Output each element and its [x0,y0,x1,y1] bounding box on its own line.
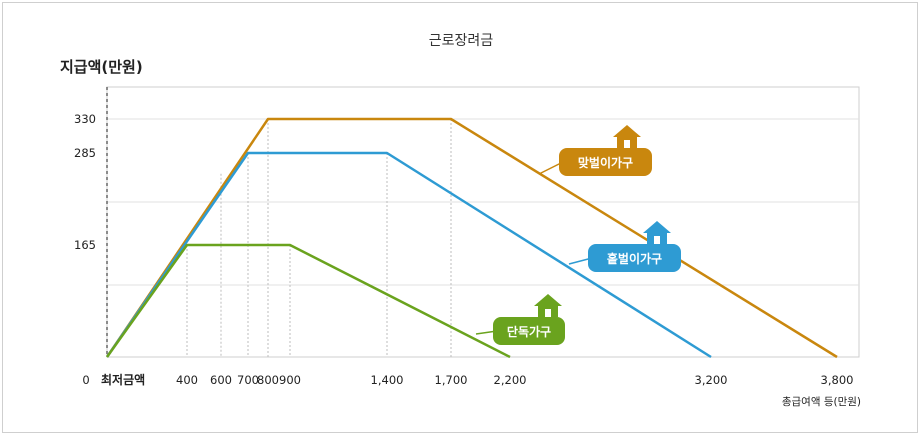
badge-box [493,317,565,345]
house-roof [534,294,562,306]
x-tick-label: 1,700 [435,373,468,387]
x-tick-label: 800 [257,373,279,387]
series-name-label: 홑벌이가구 [607,251,662,266]
series-name-label: 단독가구 [507,324,551,339]
y-axis-label: 지급액(만원) [60,58,143,76]
y-tick-label: 285 [74,146,96,160]
badge-box [588,244,681,272]
badge-1: 홑벌이가구 [568,221,681,272]
house-door [545,309,551,317]
y-tick-label: 330 [74,112,96,126]
chart-title: 근로장려금 [429,33,494,49]
horizontal-gridlines [107,118,859,286]
series-line-0 [105,117,838,359]
x-tick-label: 400 [176,373,198,387]
badge-2: 단독가구 [475,294,565,345]
y-tick-labels: 165 285 330 [74,112,96,252]
y-tick-label: 165 [74,238,96,252]
origin-label: 0 [82,373,89,387]
min-amount-label: 최저금액 [101,372,145,387]
house-roof [613,125,641,137]
plot-area [106,86,860,358]
badge-0: 맞벌이가구 [538,125,652,176]
house-door [654,236,660,244]
x-tick-label: 600 [210,373,232,387]
house-door [624,140,630,148]
x-tick-label: 1,400 [371,373,404,387]
x-tick-label: 3,800 [821,373,854,387]
series-lines [105,117,838,359]
x-tick-label: 700 [237,373,259,387]
series-name-label: 맞벌이가구 [578,155,633,170]
house-roof [643,221,671,233]
series-line-1 [105,151,712,359]
house-icon [643,221,671,244]
badge-box [559,148,652,176]
x-tick-label: 900 [279,373,301,387]
house-icon [534,294,562,317]
series-line-2 [105,243,511,359]
x-tick-label: 3,200 [695,373,728,387]
x-tick-label: 2,200 [494,373,527,387]
vertical-gridlines [186,119,452,357]
x-axis-label: 총급여액 등(만원) [782,396,861,408]
house-icon [613,125,641,148]
